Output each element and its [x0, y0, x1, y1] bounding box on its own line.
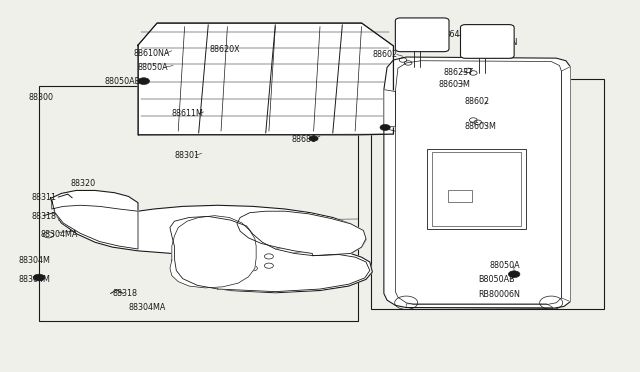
Polygon shape	[384, 90, 396, 127]
Polygon shape	[138, 23, 394, 135]
Circle shape	[33, 274, 45, 281]
Text: 88304M: 88304M	[19, 275, 51, 284]
FancyBboxPatch shape	[461, 25, 514, 58]
Polygon shape	[170, 216, 256, 288]
Polygon shape	[384, 57, 570, 308]
Circle shape	[138, 78, 150, 84]
Text: RB80006N: RB80006N	[478, 290, 520, 299]
Text: B6400N: B6400N	[445, 29, 476, 39]
Polygon shape	[561, 67, 570, 302]
Text: 88050A: 88050A	[490, 261, 520, 270]
Text: 88050AB: 88050AB	[105, 77, 141, 86]
Text: 88602: 88602	[372, 50, 397, 59]
Polygon shape	[237, 211, 366, 256]
Text: 88610NA: 88610NA	[134, 49, 170, 58]
Text: 88301: 88301	[174, 151, 200, 160]
Text: 88318: 88318	[113, 289, 138, 298]
Circle shape	[380, 125, 390, 131]
Text: B6400N: B6400N	[486, 38, 517, 47]
Text: 88686: 88686	[291, 135, 316, 144]
Text: 88050A: 88050A	[138, 63, 168, 72]
Text: 88603M: 88603M	[465, 122, 496, 131]
Bar	[448, 190, 472, 202]
Text: B8050AB: B8050AB	[478, 275, 515, 284]
Text: 88320: 88320	[71, 179, 96, 187]
Polygon shape	[52, 200, 138, 249]
Text: 88602: 88602	[465, 97, 490, 106]
Bar	[428, 149, 526, 229]
Circle shape	[309, 136, 318, 141]
Text: 88603M: 88603M	[439, 80, 470, 89]
Bar	[432, 152, 521, 226]
Polygon shape	[51, 190, 372, 293]
Text: 88611M: 88611M	[172, 109, 204, 118]
Text: 88304M: 88304M	[19, 256, 51, 265]
Text: 88318: 88318	[31, 212, 56, 221]
FancyBboxPatch shape	[396, 18, 449, 52]
Text: 88620X: 88620X	[209, 45, 240, 54]
Circle shape	[508, 271, 520, 278]
Text: 88300: 88300	[28, 93, 53, 102]
Text: 88304MA: 88304MA	[129, 303, 166, 312]
Bar	[371, 78, 604, 309]
Text: 88623T: 88623T	[444, 68, 473, 77]
Text: 88311: 88311	[31, 193, 56, 202]
Text: 88304MA: 88304MA	[41, 230, 78, 240]
Polygon shape	[170, 217, 370, 292]
Bar	[39, 86, 358, 321]
